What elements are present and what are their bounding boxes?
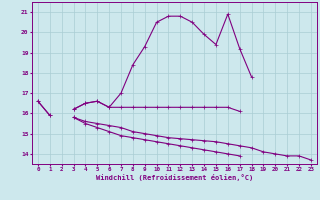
X-axis label: Windchill (Refroidissement éolien,°C): Windchill (Refroidissement éolien,°C) — [96, 174, 253, 181]
